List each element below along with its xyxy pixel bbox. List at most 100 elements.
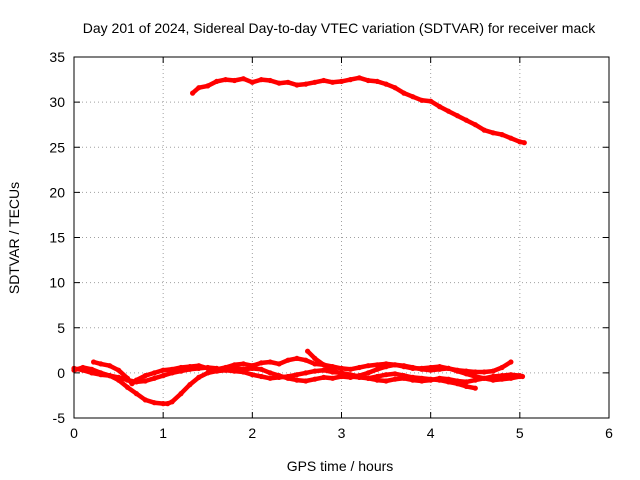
y-tick-label: 10 — [49, 275, 65, 291]
data-point — [80, 367, 86, 373]
data-point — [312, 376, 318, 382]
data-point — [481, 369, 487, 375]
data-point — [187, 366, 193, 372]
data-series — [71, 75, 527, 407]
data-point — [321, 367, 327, 373]
data-point — [338, 78, 345, 84]
data-point — [169, 399, 175, 405]
data-point — [249, 363, 255, 369]
data-point — [231, 77, 238, 84]
data-point — [410, 365, 416, 371]
data-point — [312, 361, 318, 367]
data-point — [330, 375, 336, 381]
data-point — [258, 373, 264, 380]
data-point — [294, 82, 300, 88]
data-point — [196, 365, 202, 371]
data-point — [490, 368, 496, 374]
data-point — [214, 365, 220, 371]
data-point — [410, 94, 416, 100]
data-point — [499, 373, 505, 379]
data-point — [401, 373, 407, 379]
data-point — [249, 372, 255, 378]
data-point — [294, 355, 300, 361]
data-point — [107, 363, 113, 369]
data-point — [249, 79, 255, 85]
data-point — [508, 372, 514, 378]
data-point — [285, 79, 291, 85]
data-point — [519, 373, 526, 380]
data-point — [160, 373, 166, 379]
data-point — [374, 373, 380, 380]
data-point — [312, 355, 318, 361]
data-point — [303, 370, 309, 376]
series-line — [71, 365, 525, 385]
data-point — [481, 375, 487, 381]
data-point — [419, 365, 425, 371]
data-point — [142, 378, 148, 384]
data-point — [98, 361, 104, 367]
data-point — [410, 374, 416, 380]
data-point — [169, 370, 175, 376]
data-point — [151, 400, 157, 406]
data-point — [231, 362, 238, 368]
data-point — [463, 117, 469, 123]
chart-title: Day 201 of 2024, Sidereal Day-to-day VTE… — [83, 20, 596, 36]
data-point — [472, 369, 478, 375]
series-line — [190, 75, 527, 145]
data-point — [303, 378, 309, 384]
data-point — [365, 370, 371, 376]
data-point — [445, 365, 452, 371]
data-point — [190, 90, 196, 96]
data-point — [116, 374, 122, 380]
data-point — [463, 371, 469, 377]
data-point — [454, 113, 460, 119]
data-point — [321, 77, 327, 84]
data-point — [392, 376, 398, 382]
data-point — [347, 373, 353, 380]
data-point — [240, 76, 246, 82]
data-point — [338, 365, 345, 371]
y-tick-label: 20 — [49, 184, 65, 200]
data-point — [303, 81, 309, 87]
data-point — [428, 98, 434, 104]
data-point — [285, 357, 291, 363]
data-point — [151, 375, 157, 381]
data-point — [267, 77, 273, 84]
data-point — [142, 397, 148, 403]
data-point — [98, 372, 104, 378]
data-point — [472, 385, 478, 391]
data-point — [231, 368, 238, 374]
data-point — [91, 359, 97, 365]
y-tick-label: 0 — [57, 365, 65, 381]
data-point — [374, 362, 380, 368]
data-point — [276, 361, 282, 367]
data-point — [472, 377, 478, 383]
data-point — [499, 364, 505, 371]
data-point — [160, 401, 166, 407]
data-point — [196, 85, 202, 91]
data-point — [463, 379, 469, 385]
data-point — [521, 140, 527, 146]
data-point — [312, 368, 318, 374]
data-point — [365, 375, 371, 381]
x-tick-label: 5 — [516, 425, 524, 441]
data-point — [205, 370, 211, 376]
data-point — [445, 379, 452, 385]
data-point — [356, 364, 362, 371]
data-point — [347, 77, 353, 83]
y-tick-label: 15 — [49, 230, 65, 246]
data-point — [258, 360, 264, 366]
data-point — [89, 370, 95, 376]
data-point — [490, 373, 496, 380]
data-point — [517, 139, 523, 145]
data-point — [160, 367, 166, 373]
data-point — [454, 381, 460, 387]
data-point — [437, 364, 443, 370]
data-point — [508, 359, 514, 365]
data-point — [401, 364, 407, 370]
data-point — [240, 361, 246, 367]
x-axis-title: GPS time / hours — [287, 458, 394, 474]
data-point — [133, 379, 139, 385]
